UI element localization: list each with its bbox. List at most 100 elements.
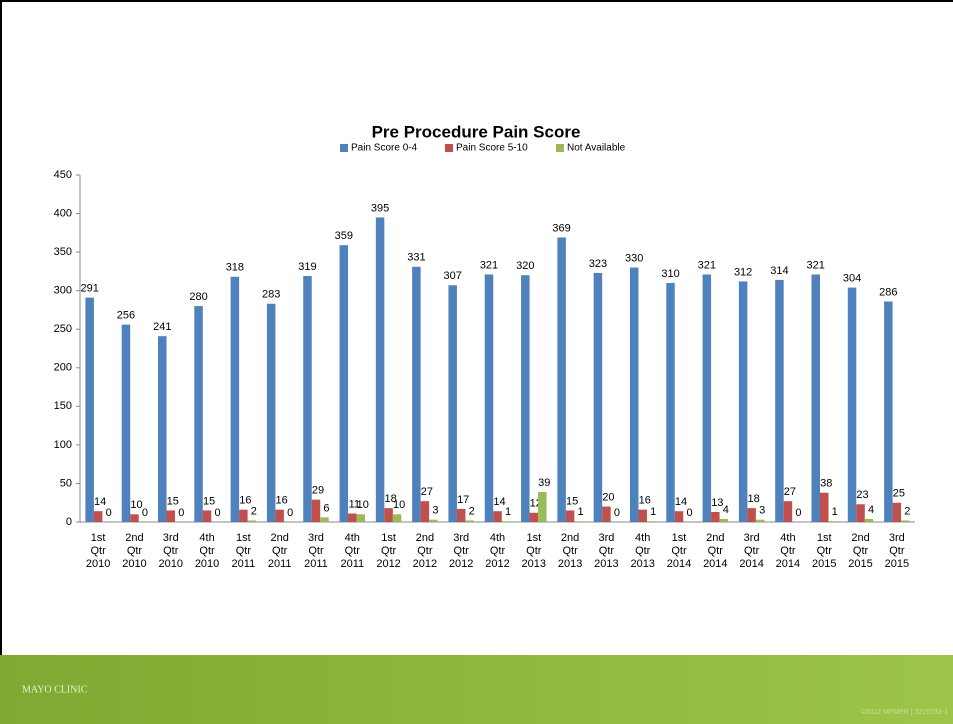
y-tick-label: 200 bbox=[54, 362, 72, 374]
x-tick-label: 2nd Qtr 2010 bbox=[122, 532, 147, 570]
x-tick-label: 2nd Qtr 2012 bbox=[412, 532, 438, 570]
bar bbox=[638, 509, 647, 522]
bar bbox=[348, 513, 357, 522]
data-label: 1 bbox=[650, 506, 656, 518]
data-label: 18 bbox=[748, 493, 760, 505]
data-label: 330 bbox=[625, 252, 643, 264]
data-label: 1 bbox=[578, 506, 584, 518]
y-tick-label: 350 bbox=[54, 246, 72, 258]
y-tick-label: 250 bbox=[54, 323, 72, 335]
x-tick-label: 3rd Qtr 2013 bbox=[594, 532, 619, 570]
bar bbox=[166, 510, 176, 522]
data-label: 16 bbox=[239, 495, 251, 507]
data-label: 395 bbox=[371, 202, 389, 214]
x-tick-label: 2nd Qtr 2015 bbox=[848, 532, 873, 570]
data-label: 14 bbox=[94, 496, 106, 508]
data-label: 319 bbox=[298, 261, 316, 273]
data-label: 1 bbox=[505, 506, 511, 518]
bar bbox=[747, 508, 756, 522]
data-label: 291 bbox=[80, 283, 98, 295]
bar bbox=[719, 518, 729, 522]
bar bbox=[629, 267, 639, 522]
data-label: 0 bbox=[795, 507, 801, 519]
data-label: 320 bbox=[516, 260, 534, 272]
legend-label: Pain Score 0-4 bbox=[351, 143, 418, 154]
copyright: ©2012 MFMER | 3226733-1 bbox=[860, 708, 948, 716]
bar bbox=[448, 285, 457, 522]
bar bbox=[884, 301, 893, 522]
x-tick-label: 1st Qtr 2011 bbox=[231, 532, 256, 570]
bar bbox=[666, 282, 675, 522]
bar bbox=[465, 520, 474, 522]
bar bbox=[565, 510, 575, 522]
data-label: 321 bbox=[480, 259, 498, 271]
y-tick-label: 0 bbox=[66, 516, 72, 528]
bar bbox=[85, 297, 94, 522]
data-label: 4 bbox=[868, 504, 874, 516]
bar bbox=[738, 281, 748, 522]
bar bbox=[275, 509, 284, 522]
bar bbox=[202, 510, 212, 522]
data-label: 0 bbox=[614, 507, 620, 519]
data-label: 0 bbox=[215, 507, 221, 519]
bar bbox=[356, 514, 366, 522]
bar bbox=[121, 324, 131, 522]
x-tick-label: 3rd Qtr 2012 bbox=[448, 532, 474, 570]
bar bbox=[702, 274, 712, 522]
data-label: 331 bbox=[407, 252, 425, 264]
data-label: 16 bbox=[276, 495, 288, 507]
data-label: 14 bbox=[675, 496, 687, 508]
bar bbox=[484, 274, 494, 522]
data-label: 38 bbox=[820, 478, 832, 490]
bar bbox=[864, 518, 874, 522]
bar bbox=[538, 491, 547, 522]
data-label: 39 bbox=[538, 477, 550, 489]
data-label: 3 bbox=[432, 505, 438, 517]
bar bbox=[856, 504, 865, 522]
bar bbox=[901, 520, 910, 522]
legend-swatch bbox=[340, 144, 348, 152]
bar bbox=[819, 492, 829, 522]
bar bbox=[811, 274, 820, 522]
bar bbox=[828, 521, 837, 522]
bar bbox=[320, 517, 329, 522]
bar bbox=[557, 237, 566, 522]
data-label: 25 bbox=[893, 488, 905, 500]
data-label: 15 bbox=[566, 495, 578, 507]
footer-band bbox=[0, 655, 953, 724]
bar bbox=[375, 217, 385, 522]
y-tick-label: 450 bbox=[54, 169, 72, 181]
bar bbox=[303, 276, 312, 522]
data-label: 256 bbox=[117, 310, 135, 322]
data-label: 280 bbox=[189, 291, 207, 303]
y-tick-label: 150 bbox=[54, 400, 72, 412]
bar bbox=[130, 514, 139, 522]
data-label: 0 bbox=[142, 507, 148, 519]
data-label: 241 bbox=[153, 321, 171, 333]
data-label: 20 bbox=[602, 491, 614, 503]
bar bbox=[93, 511, 103, 522]
data-label: 10 bbox=[393, 499, 405, 511]
data-label: 286 bbox=[879, 286, 897, 298]
bar bbox=[384, 508, 393, 522]
data-label: 29 bbox=[312, 485, 324, 497]
y-tick-label: 300 bbox=[54, 285, 72, 297]
bar bbox=[392, 514, 402, 522]
x-tick-label: 2nd Qtr 2014 bbox=[703, 532, 728, 570]
data-label: 2 bbox=[904, 505, 910, 517]
data-label: 307 bbox=[444, 270, 462, 282]
data-label: 4 bbox=[723, 504, 729, 516]
data-label: 11 bbox=[349, 498, 360, 510]
logo: MAYO CLINIC bbox=[22, 684, 88, 695]
data-label: 18 bbox=[384, 493, 396, 505]
data-label: 6 bbox=[323, 502, 329, 514]
x-tick-label: 1st Qtr 2012 bbox=[376, 532, 401, 570]
x-tick-label: 3rd Qtr 2015 bbox=[884, 532, 910, 570]
data-label: 318 bbox=[226, 262, 244, 274]
data-label: 314 bbox=[770, 265, 788, 277]
bar bbox=[420, 501, 430, 522]
data-label: 312 bbox=[734, 266, 752, 278]
x-tick-label: 1st Qtr 2010 bbox=[85, 532, 111, 570]
